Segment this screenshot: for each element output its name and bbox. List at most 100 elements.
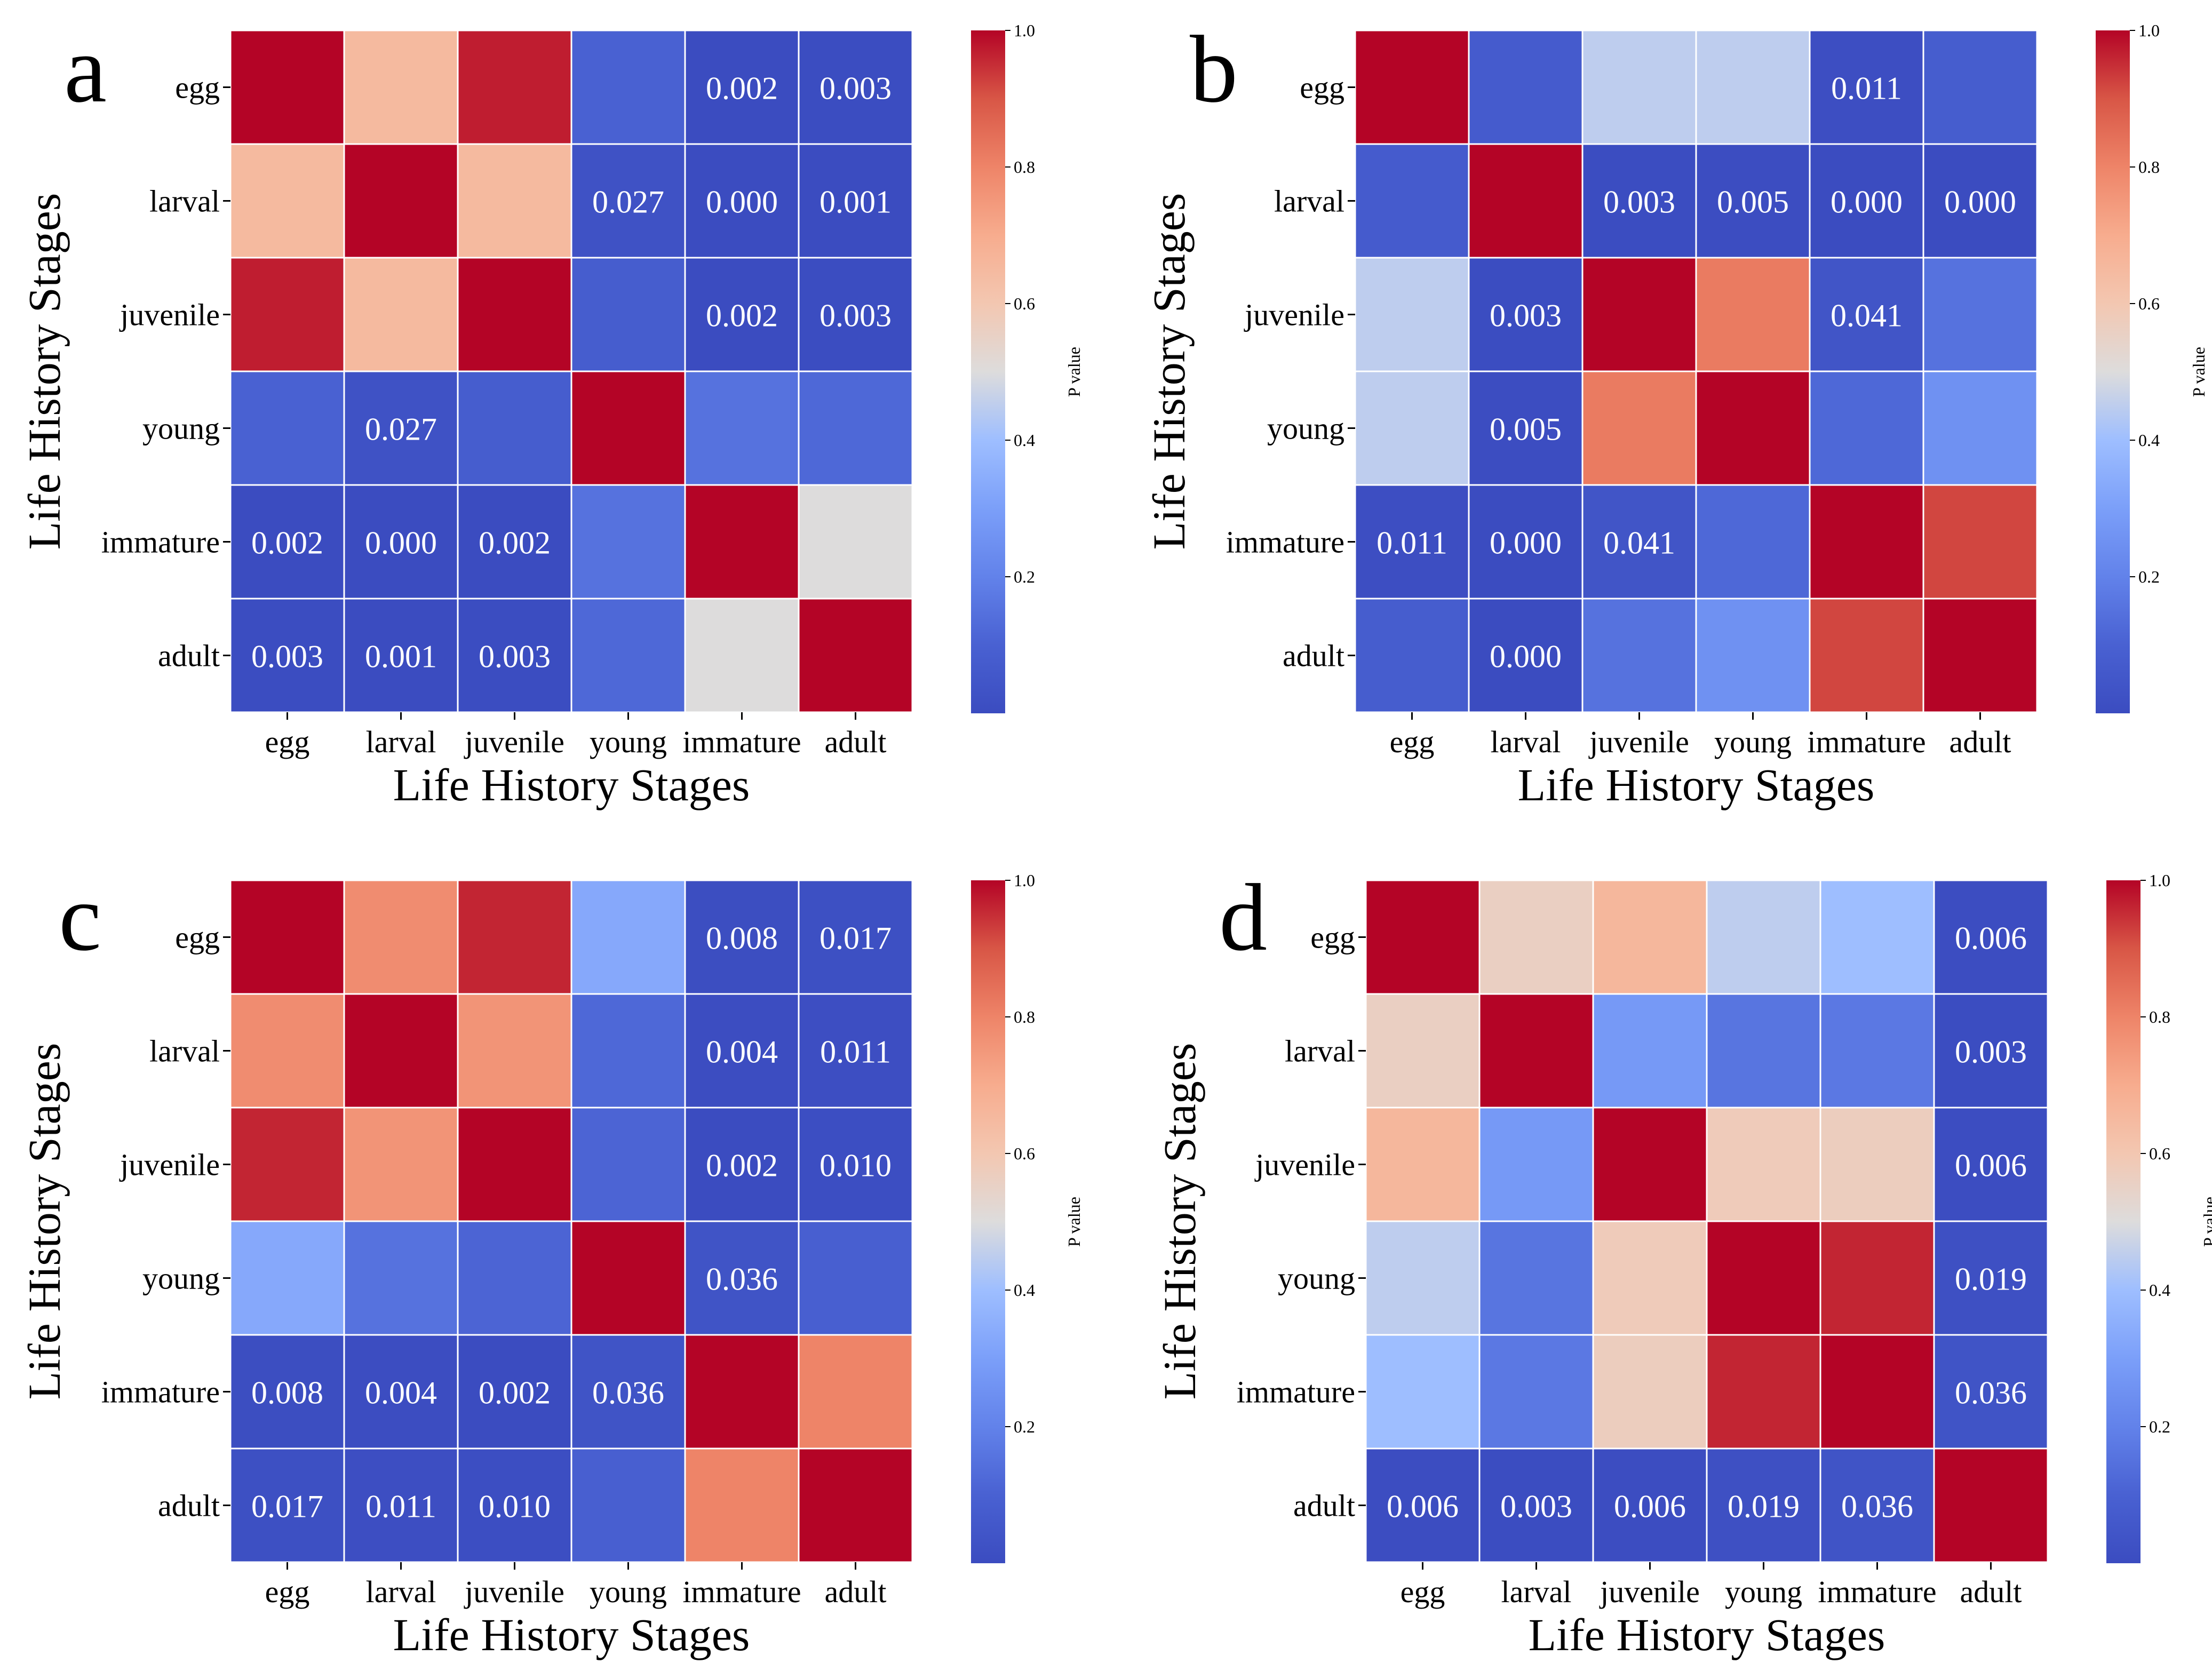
y-tick-label: juvenile (1254, 1148, 1355, 1182)
heatmap-cell (1581, 29, 1697, 145)
heatmap-cell (798, 879, 913, 995)
heatmap-cell (1809, 598, 1924, 713)
heatmap-cell (1819, 1334, 1935, 1450)
heatmap-cell (1819, 879, 1935, 995)
heatmap-cell (1468, 370, 1584, 486)
cell-value-label: 0.004 (365, 1375, 437, 1411)
y-tick-label: young (1267, 411, 1344, 446)
x-tick-label: immature (1807, 725, 1925, 759)
heatmap-panel-b: 0.011 0.003 0.005 0.000 0.000 0.003 0.041 0.005… (1143, 16, 2208, 810)
colorbar-tick-label: 0.6 (2149, 1144, 2170, 1163)
colorbar-tick-label: 0.6 (1014, 294, 1035, 313)
heatmap-cell (1706, 1220, 1821, 1336)
heatmap-cell (229, 993, 345, 1109)
heatmap-cell (1468, 143, 1584, 259)
y-tick-label: egg (1310, 920, 1355, 955)
x-axis-title: Life History Stages (1529, 1609, 1885, 1660)
heatmap-cell (684, 1447, 800, 1563)
heatmap-cell (684, 1334, 800, 1450)
x-tick-label: young (590, 1574, 667, 1609)
heatmap-cell (1365, 1447, 1481, 1563)
heatmap-cell (457, 598, 572, 713)
colorbar-tick-label: 0.8 (1014, 1007, 1035, 1027)
heatmap-cell (1592, 1447, 1708, 1563)
colorbar-tick-label: 0.6 (2138, 294, 2160, 313)
cell-value-label: 0.006 (1387, 1489, 1459, 1524)
cell-value-label: 0.002 (706, 1148, 778, 1183)
heatmap-cell (798, 370, 913, 486)
heatmap-cell (798, 484, 913, 600)
heatmap-cell (343, 993, 459, 1109)
x-axis-title: Life History Stages (1518, 759, 1875, 810)
heatmap-cell (229, 879, 345, 995)
heatmap-cell (229, 29, 345, 145)
cell-value-label: 0.036 (1955, 1375, 2027, 1411)
cell-value-label: 0.010 (819, 1148, 892, 1183)
heatmap-cell (1695, 370, 1811, 486)
cell-value-label: 0.011 (820, 1035, 891, 1070)
heatmap-cell (1695, 29, 1811, 145)
y-tick-label: adult (158, 639, 220, 673)
heatmap-cell (1922, 29, 2038, 145)
heatmap-cell (457, 1220, 572, 1336)
y-tick-label: egg (1300, 70, 1344, 105)
heatmap-cell (1933, 1220, 2049, 1336)
heatmap-cell (1819, 993, 1935, 1109)
heatmap-cell (1592, 879, 1708, 995)
heatmap-cell (343, 484, 459, 600)
x-tick-label: young (1725, 1574, 1802, 1609)
cell-value-label: 0.001 (365, 639, 437, 674)
x-tick-label: young (590, 725, 667, 759)
heatmap-cell (457, 993, 572, 1109)
heatmap-cell (343, 1447, 459, 1563)
heatmap-cell (1933, 993, 2049, 1109)
heatmap-cell (1365, 1107, 1481, 1222)
x-tick-label: adult (1960, 1574, 2022, 1609)
heatmap-cell (1706, 993, 1821, 1109)
cell-value-label: 0.006 (1955, 921, 2027, 956)
cell-value-label: 0.000 (1831, 185, 1903, 220)
heatmap-cell (798, 1107, 913, 1222)
y-tick-label: juvenile (1244, 298, 1344, 332)
x-tick-label: adult (825, 725, 887, 759)
heatmap-cell (798, 598, 913, 713)
heatmap-cell (570, 29, 686, 145)
heatmap-cell (1819, 1447, 1935, 1563)
cell-value-label: 0.000 (1490, 639, 1562, 674)
heatmap-cell (1581, 598, 1697, 713)
heatmap-cell (570, 484, 686, 600)
heatmap-cell (570, 143, 686, 259)
colorbar-tick-label: 0.8 (2149, 1007, 2170, 1027)
heatmap-cell (1468, 598, 1584, 713)
heatmap-cell (1695, 257, 1811, 372)
cell-value-label: 0.003 (1603, 185, 1675, 220)
heatmap-cell (1922, 598, 2038, 713)
colorbar-tick-label: 0.8 (2138, 157, 2160, 177)
cell-value-label: 0.000 (706, 185, 778, 220)
x-axis-title: Life History Stages (393, 759, 750, 810)
cell-value-label: 0.017 (251, 1489, 323, 1524)
colorbar-tick-label: 1.0 (2149, 871, 2170, 890)
cell-value-label: 0.002 (479, 526, 551, 561)
heatmap-cell (343, 879, 459, 995)
heatmap-cell (1819, 1107, 1935, 1222)
heatmap-cell (1695, 484, 1811, 600)
y-tick-label: young (1278, 1261, 1355, 1296)
heatmap-cell (684, 879, 800, 995)
x-tick-label: larval (365, 725, 436, 759)
cell-value-label: 0.027 (365, 412, 437, 447)
cell-value-label: 0.002 (251, 526, 323, 561)
cell-value-label: 0.003 (819, 298, 892, 333)
heatmap-cell (1468, 29, 1584, 145)
heatmap-cell (570, 1447, 686, 1563)
colorbar-tick-label: 0.4 (2149, 1280, 2170, 1300)
y-tick-label: adult (1283, 639, 1344, 673)
y-tick-label: larval (149, 184, 220, 219)
heatmap-cell (1581, 484, 1697, 600)
cell-value-label: 0.000 (365, 526, 437, 561)
cell-value-label: 0.017 (819, 921, 892, 956)
heatmap-cell (1706, 1107, 1821, 1222)
heatmap-cell (798, 993, 913, 1109)
